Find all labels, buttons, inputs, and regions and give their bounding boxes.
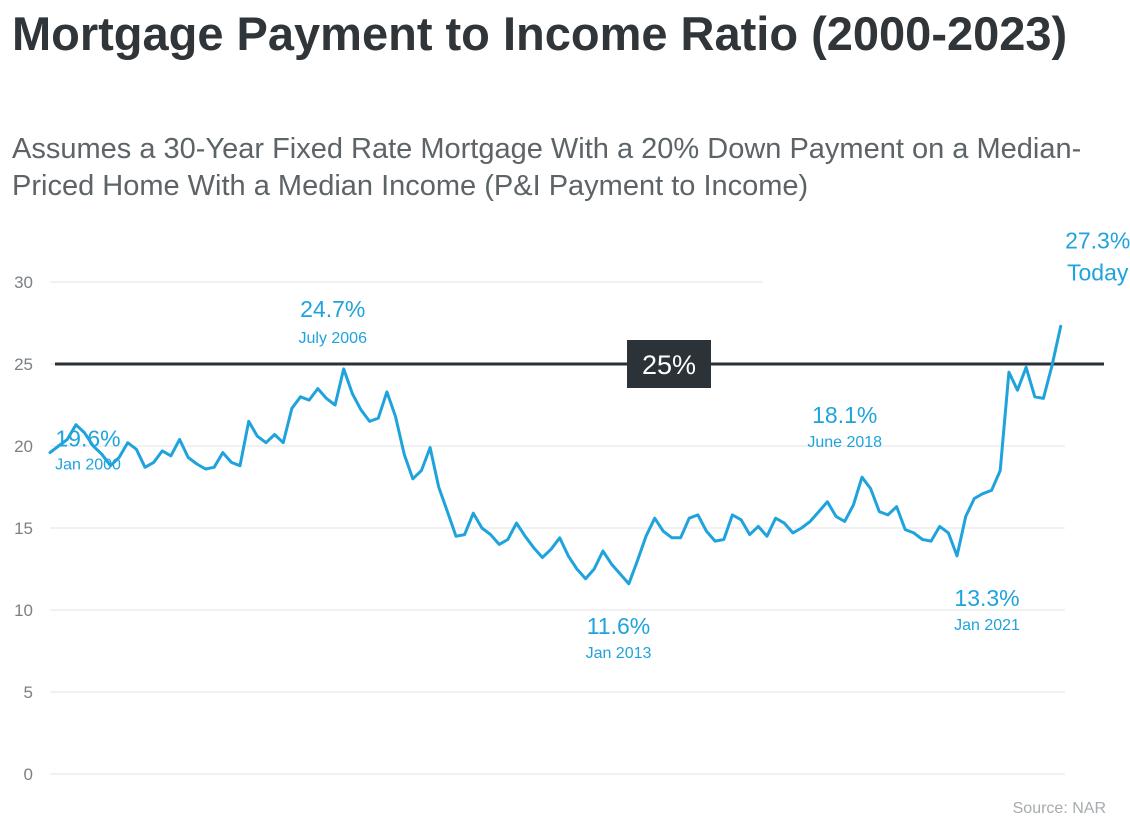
reference-badge <box>627 340 711 388</box>
y-tick-label-10: 10 <box>14 601 33 620</box>
annotation-value-3: 18.1% <box>812 402 877 428</box>
y-tick-label-0: 0 <box>24 765 33 784</box>
annotation-date-1: July 2006 <box>298 330 367 347</box>
y-tick-label-20: 20 <box>14 437 33 456</box>
annotation-value-5: 27.3% <box>1065 227 1130 253</box>
series-layer <box>48 324 1063 586</box>
annotation-date-3: June 2018 <box>807 434 882 451</box>
annotation-value-4: 13.3% <box>954 585 1019 611</box>
y-tick-label-5: 5 <box>24 683 33 702</box>
y-tick-label-30: 30 <box>14 273 33 292</box>
y-tick-label-15: 15 <box>14 519 33 538</box>
series-line-0 <box>48 324 1063 586</box>
annotation-date-5: Today <box>1067 259 1129 285</box>
chart-title: Mortgage Payment to Income Ratio (2000-2… <box>12 7 1068 60</box>
gridlines <box>50 281 1065 775</box>
annotation-date-2: Jan 2013 <box>586 645 652 662</box>
annotation-date-0: Jan 2000 <box>55 457 121 474</box>
annotation-value-2: 11.6% <box>587 613 651 639</box>
annotation-value-1: 24.7% <box>300 296 365 322</box>
y-axis-ticks: 0 5 10 15 20 25 30 <box>14 273 33 784</box>
annotation-value-0: 19.6% <box>55 426 120 452</box>
annotation-date-4: Jan 2021 <box>954 617 1020 634</box>
source-note: Source: NAR <box>1012 800 1106 817</box>
chart-subtitle: Assumes a 30-Year Fixed Rate Mortgage Wi… <box>12 133 1082 202</box>
reference-line-25: 25% <box>55 340 1104 388</box>
annotations: 19.6% Jan 2000 24.7% July 2006 11.6% Jan 2013… <box>55 227 1130 661</box>
y-tick-label-25: 25 <box>14 355 33 374</box>
reference-badge-label: 25% <box>642 350 696 380</box>
